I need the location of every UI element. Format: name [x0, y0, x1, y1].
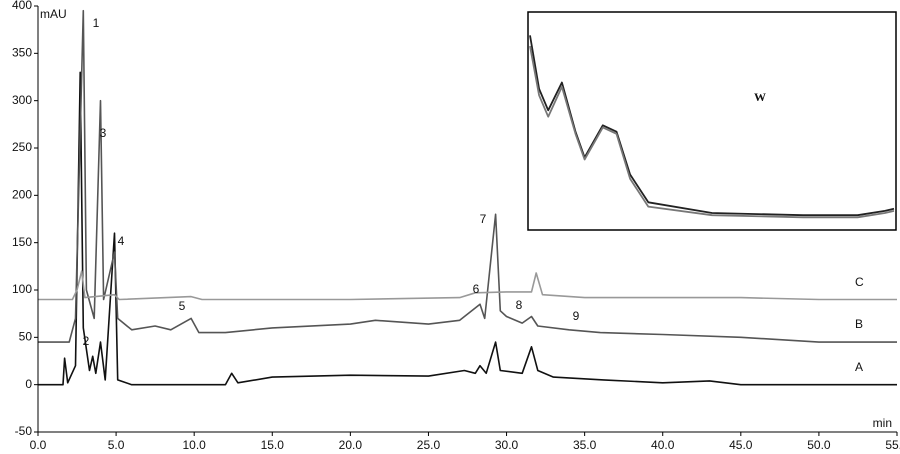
x-tick-label: 20.0 — [339, 438, 363, 452]
x-tick-label: 0.0 — [30, 438, 47, 452]
x-tick-label: 55.0 — [885, 438, 900, 452]
trace — [38, 270, 897, 301]
trace — [529, 35, 895, 217]
peak-label: 3 — [100, 126, 107, 140]
peak-label: 7 — [480, 212, 487, 226]
x-axis-label: min — [873, 416, 892, 430]
trace — [529, 45, 895, 219]
y-tick-label: 350 — [12, 46, 32, 60]
y-tick-label: 100 — [12, 282, 32, 296]
trace — [38, 9, 897, 343]
y-tick-label: -50 — [15, 424, 33, 438]
peak-label: 6 — [473, 282, 480, 296]
x-tick-label: 30.0 — [495, 438, 519, 452]
y-tick-label: 200 — [12, 188, 32, 202]
inset-frame — [527, 11, 897, 231]
series-label: A — [855, 360, 863, 374]
x-tick-label: 45.0 — [729, 438, 753, 452]
peak-label: 9 — [573, 309, 580, 323]
x-tick-label: 50.0 — [807, 438, 831, 452]
y-tick-label: 400 — [12, 0, 32, 12]
y-tick-label: 0 — [25, 377, 32, 391]
x-tick-label: 35.0 — [573, 438, 597, 452]
x-tick-label: 25.0 — [417, 438, 441, 452]
y-tick-label: 250 — [12, 140, 32, 154]
x-tick-label: 5.0 — [108, 438, 125, 452]
peak-label: 5 — [179, 299, 186, 313]
peak-label: 8 — [516, 298, 523, 312]
trace — [38, 71, 897, 386]
x-tick-label: 40.0 — [651, 438, 675, 452]
y-axis-label: mAU — [40, 7, 67, 21]
peak-label: 4 — [118, 234, 125, 248]
series-label: C — [855, 275, 864, 289]
peak-label: 1 — [93, 16, 100, 30]
y-tick-label: 300 — [12, 93, 32, 107]
y-tick-label: 50 — [19, 330, 33, 344]
peak-label: 2 — [83, 334, 90, 348]
x-tick-label: 10.0 — [183, 438, 207, 452]
x-tick-label: 15.0 — [261, 438, 285, 452]
y-tick-label: 150 — [12, 235, 32, 249]
series-label: B — [855, 317, 863, 331]
inset-label: W — [754, 90, 766, 104]
